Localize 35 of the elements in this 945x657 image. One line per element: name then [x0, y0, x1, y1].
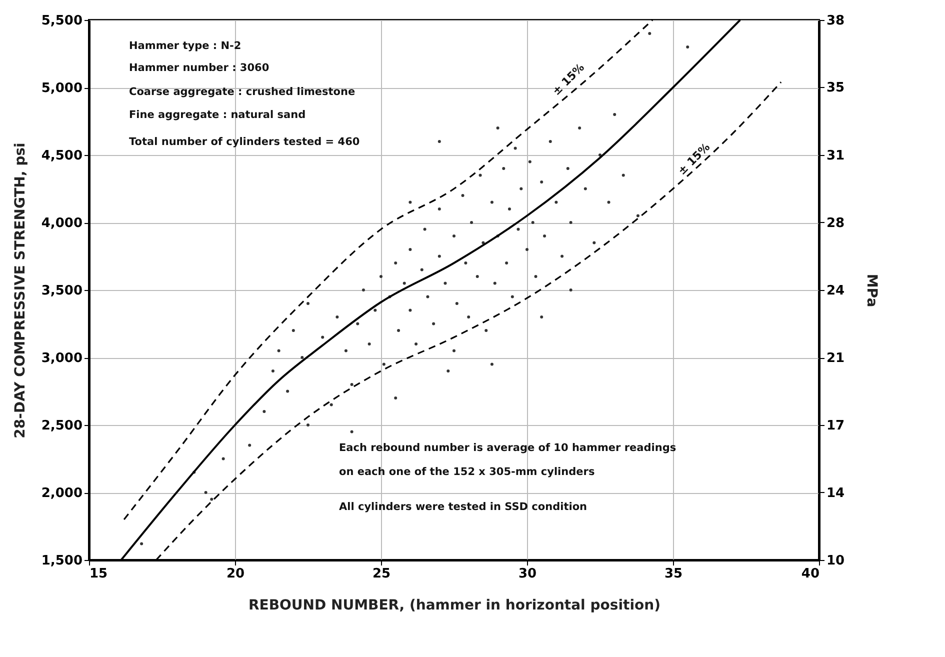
y-tick-label: 5,000	[41, 81, 82, 96]
annotation: Total number of cylinders tested = 460	[129, 136, 360, 148]
annotation: Each rebound number is average of 10 hammer readings	[339, 442, 676, 454]
y2-tick-label: 14	[826, 486, 845, 501]
y2-tick-label: 10	[826, 554, 845, 568]
y-tick-label: 3,500	[41, 284, 82, 298]
y-tick-label: 2,000	[41, 486, 82, 501]
y2-tick-label: 35	[826, 80, 845, 96]
x-tick-label: 35	[664, 566, 683, 582]
y-axis-title: 28-DAY COMPRESSIVE STRENGTH, psi	[12, 142, 28, 438]
annotation: Hammer type : N-2	[129, 40, 242, 52]
x-axis-title: REBOUND NUMBER, (hammer in horizontal position)	[248, 598, 660, 614]
y-tick-label: 3,000	[41, 351, 82, 366]
y2-tick-label: 24	[826, 284, 845, 298]
x-tick-label: 15	[90, 566, 108, 582]
y2-axis-title: MPa	[864, 274, 880, 308]
y-tick-label: 4,000	[41, 216, 82, 231]
x-tick-label: 30	[518, 566, 537, 582]
x-tick-label: 25	[372, 566, 391, 582]
y2-tick-label: 31	[826, 148, 845, 164]
y2-tick-label: 28	[826, 216, 845, 231]
annotation: Coarse aggregate : crushed limestone	[129, 86, 356, 98]
y-tick-label: 5,500	[41, 14, 82, 28]
y-tick-label: 2,500	[41, 418, 82, 434]
x-tick-label: 20	[226, 566, 245, 582]
y2-tick-label: 17	[826, 418, 845, 434]
y2-tick-label: 21	[826, 351, 845, 366]
y-tick-label: 4,500	[41, 148, 82, 164]
y2-tick-label: 38	[826, 14, 845, 28]
annotation: All cylinders were tested in SSD condition	[339, 501, 588, 513]
annotation: on each one of the 152 x 305-mm cylinders	[339, 466, 595, 478]
x-tick-label: 40	[801, 566, 820, 582]
annotation: Fine aggregate : natural sand	[129, 109, 306, 121]
y-tick-label: 1,500	[41, 554, 82, 568]
annotation: Hammer number : 3060	[129, 62, 270, 74]
